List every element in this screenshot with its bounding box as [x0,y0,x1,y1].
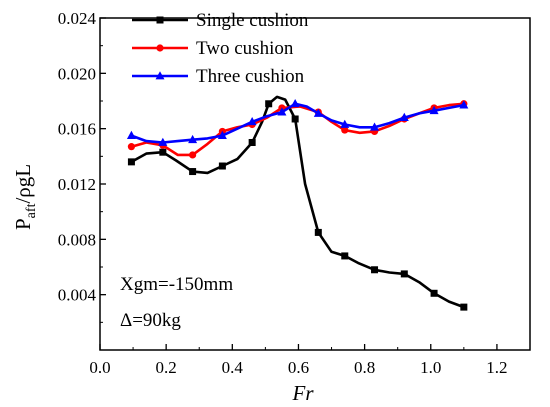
y-tick-label: 0.020 [58,64,96,83]
data-point [189,151,197,159]
data-point [341,126,349,134]
y-axis-label: Paft/ρgL [11,164,39,230]
data-point [430,289,438,297]
data-point [314,228,322,236]
x-tick-label: 0.0 [89,358,110,377]
y-tick-label: 0.024 [58,9,97,28]
x-tick-label: 0.2 [156,358,177,377]
x-tick-label: 0.4 [222,358,244,377]
data-point [265,100,273,108]
legend-marker [155,71,165,80]
data-point [217,130,227,139]
data-point [291,115,299,123]
legend: Single cushion Two cushion Three cushion [132,10,309,87]
legend-label: Three cushion [196,66,305,87]
data-point [126,130,136,139]
legend-marker [156,44,164,52]
data-point [127,143,136,151]
legend-item-2: Three cushion [132,66,305,87]
legend-marker [156,16,164,24]
plot-frame [99,17,531,351]
data-point [248,139,256,146]
data-point [313,108,323,117]
data-point [189,168,197,176]
series-2 [126,98,469,146]
legend-label: Single cushion [196,10,309,31]
data-point [290,98,300,108]
data-point [341,252,349,260]
annotation-delta: Δ=90kg [120,310,181,331]
data-point [429,105,439,115]
data-point [460,303,468,311]
data-point [188,134,198,144]
y-tick-label: 0.012 [58,175,96,194]
data-point [459,100,469,109]
x-axis-label: Fr [292,381,315,405]
axes-layer: 0.0 0.2 0.4 0.6 0.8 1.0 1.2 0.004 0.008 0.012 0.01… [11,9,531,405]
data-point [158,137,168,146]
annotation-xgm: Xgm=-150mm [120,274,233,295]
x-tick-label: 0.8 [354,358,375,377]
y-tick-label: 0.004 [58,286,97,305]
data-point [400,270,408,278]
series-layer [126,95,469,311]
data-point [159,148,167,156]
x-tick-label: 0.6 [288,358,309,377]
x-tick-label: 1.2 [486,358,507,377]
legend-label: Two cushion [196,38,294,59]
x-tick-label: 1.0 [420,358,441,377]
y-tick-label: 0.016 [58,120,96,139]
data-point [399,112,409,121]
data-point [277,107,287,116]
data-point [127,158,135,166]
legend-item-1: Two cushion [132,38,294,59]
series-0 [127,95,468,311]
legend-item-0: Single cushion [132,10,309,31]
data-point [247,116,257,126]
data-point [340,119,350,128]
data-point [371,266,379,274]
data-point [370,122,380,131]
y-tick-label: 0.008 [58,230,96,249]
data-point [218,162,226,170]
